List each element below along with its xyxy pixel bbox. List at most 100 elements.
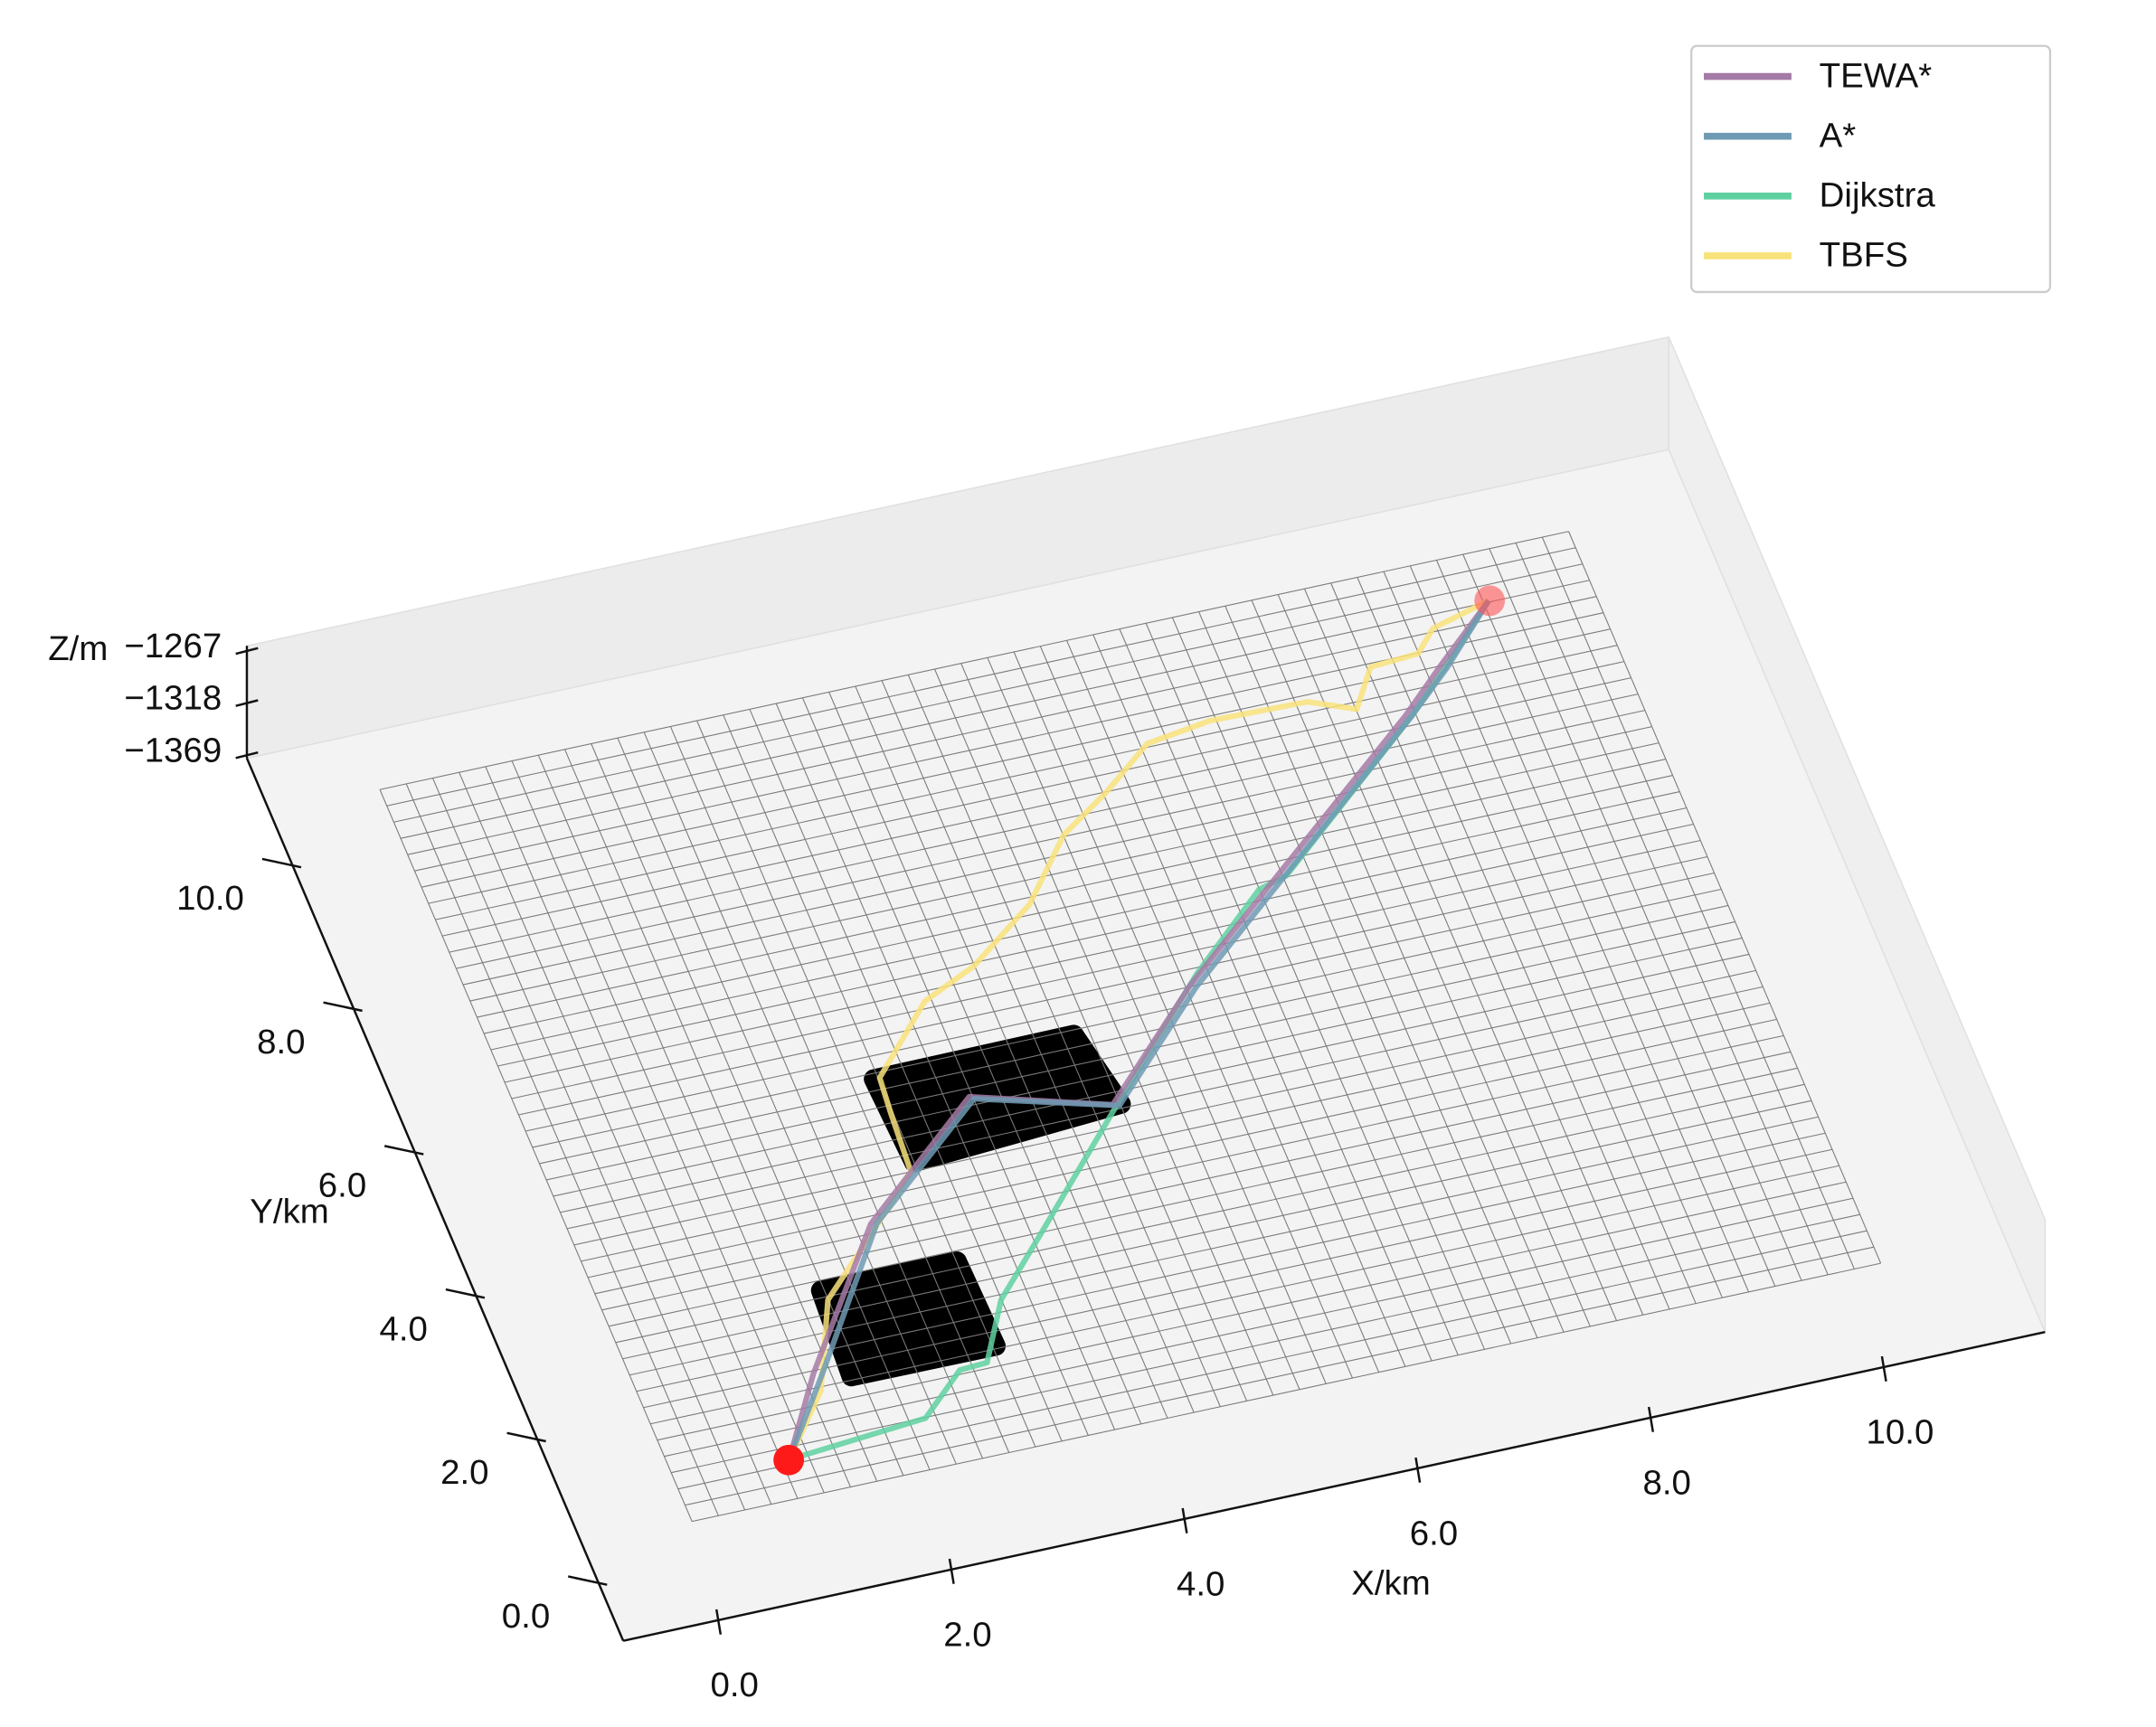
mesh-line [749,709,1063,1442]
mesh-line [511,760,825,1494]
z-tick [235,750,259,760]
x-tick [948,1558,955,1584]
mesh-line [497,807,1688,1067]
y-tick-label: 10.0 [176,879,244,918]
y-tick [323,1001,363,1013]
mesh-line [669,726,983,1459]
mesh-line [617,737,931,1470]
mesh-line [960,663,1274,1396]
mesh-line [1066,640,1380,1373]
mesh-line [907,675,1221,1407]
mesh-line [677,1230,1868,1490]
y-tick [567,1575,608,1586]
mesh-line [504,823,1694,1083]
x-tick-label: 2.0 [943,1615,991,1654]
mesh-line [545,920,1735,1181]
mesh-line [421,628,1611,888]
mesh-line [855,685,1168,1419]
mesh-line [1383,571,1697,1304]
mesh-line [1436,560,1750,1293]
mesh-line [657,1181,1847,1441]
mesh-line [428,645,1618,904]
x-axis-line [622,1330,2046,1642]
mesh-line [518,855,1708,1116]
y-tick [445,1288,486,1299]
path-line [786,599,1491,1461]
mesh-line [1171,617,1485,1350]
mesh-line [1251,599,1565,1333]
x-tick-label: 0.0 [710,1666,758,1704]
mesh-line [591,743,904,1477]
x-tick-label: 4.0 [1177,1564,1225,1603]
mesh-line [537,754,851,1487]
mesh-line [594,1034,1784,1295]
mesh-line [435,661,1625,920]
y-tick-label: 0.0 [502,1597,550,1636]
axes: 0.0 2.0 4.0 6.0 8.0 10.0 0.0 2.0 4.0 6.0 8.0 10.0 −1… [124,627,2046,1704]
mesh-line [525,872,1715,1132]
mesh-line [664,1197,1854,1458]
mesh-line [801,697,1116,1430]
mesh-line [386,547,1576,807]
y-tick-label: 2.0 [440,1453,488,1492]
mesh-line [441,677,1631,937]
mesh-line [405,783,719,1516]
mesh-line [456,710,1646,969]
mesh-line [1039,646,1353,1379]
mesh-line [539,904,1729,1165]
x-axis-label: X/km [1351,1563,1431,1602]
mesh-line [636,1132,1826,1392]
mesh-line [1119,628,1433,1362]
mesh-line [532,888,1722,1148]
mesh-line [400,580,1590,839]
mesh-line [1568,531,1882,1264]
z-tick-label: −1369 [124,731,222,769]
mesh-line [1541,536,1855,1269]
mesh-line [609,1067,1798,1327]
y-axis-label: Y/km [250,1193,329,1232]
start-point [773,1444,805,1476]
mesh-line [643,731,957,1465]
mesh-line [1462,553,1776,1287]
mesh-line [696,720,1010,1453]
y-tick-label: 8.0 [257,1023,305,1062]
legend-box [1690,44,2052,294]
mesh-line [407,596,1597,855]
paths [786,598,1491,1463]
mesh-line [581,1002,1771,1262]
mesh-line [650,1165,1839,1425]
legend-label: A* [1820,116,1857,155]
mesh-line [483,775,1673,1034]
mesh-line [573,986,1764,1246]
mesh-line [567,969,1756,1230]
mesh-line [1198,611,1512,1345]
x-tick [1414,1457,1422,1483]
x-tick-label: 6.0 [1410,1514,1458,1552]
mesh-line [615,1083,1805,1344]
mesh-line [1092,634,1406,1367]
z-tick-label: −1318 [124,679,222,718]
mesh-line [601,1051,1792,1311]
mesh-line [881,680,1195,1413]
x-tick-label: 8.0 [1642,1463,1690,1502]
mesh-line [560,953,1750,1213]
legend-label: TEWA* [1820,56,1933,95]
x-tick [1880,1355,1887,1382]
mesh-line [490,791,1680,1051]
mesh-line [449,694,1639,953]
y-tick [506,1431,546,1443]
mesh-line [379,531,1569,790]
mesh-line [933,668,1248,1401]
mesh-line [511,839,1701,1099]
mesh-line [622,1099,1812,1360]
side-pane [1668,336,2047,1333]
y-axis-line [245,758,625,1642]
z-axis-label: Z/m [48,629,108,668]
axes-panes [245,335,2047,1642]
mesh-line [987,657,1300,1390]
mesh-line [459,772,772,1505]
mesh-line [485,766,799,1499]
y-tick-label: 4.0 [379,1309,427,1348]
y-tick-label: 6.0 [318,1166,366,1205]
y-tick [261,857,302,869]
